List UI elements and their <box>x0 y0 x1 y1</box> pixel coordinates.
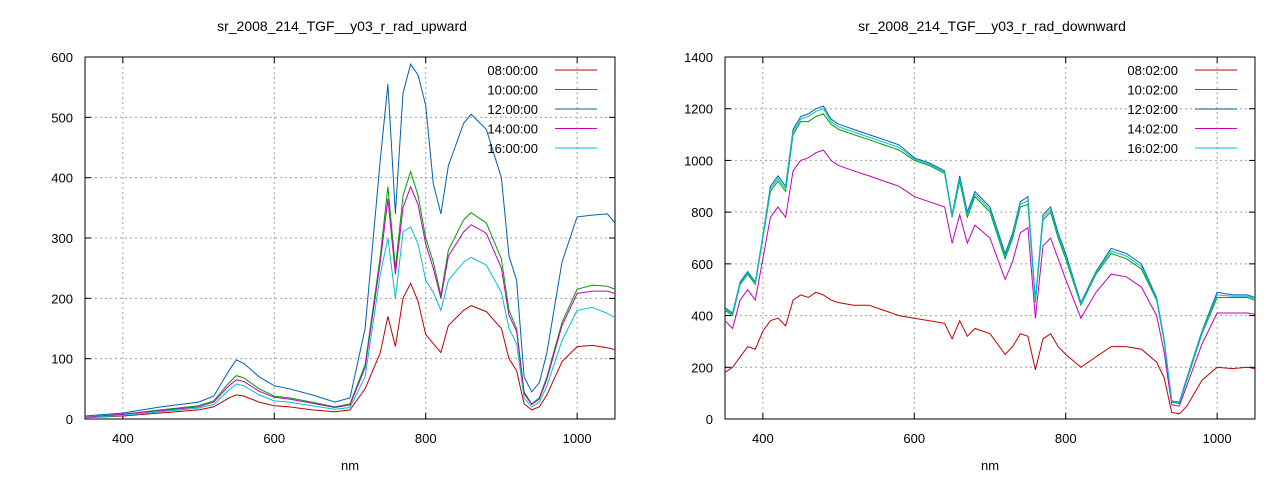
legend-label-4: 14:00:00 <box>487 122 538 137</box>
series-line-3 <box>85 63 615 417</box>
series-line-5 <box>725 108 1255 404</box>
legend-label-1: 08:02:00 <box>1127 63 1178 78</box>
chart-panel-1: sr_2008_214_TGF__y03_r_rad_upward 400 600 8… <box>51 18 616 473</box>
y-tick-label-4: 800 <box>691 205 713 220</box>
series-line-4 <box>725 149 1255 407</box>
y-tick-label-5: 500 <box>51 110 73 125</box>
y-tick-label-2: 400 <box>691 309 713 324</box>
legend-label-4: 14:02:00 <box>1127 122 1178 137</box>
y-tick-label-5: 1000 <box>684 153 713 168</box>
legend-label-5: 16:02:00 <box>1127 141 1178 156</box>
x-tick-label-0: 400 <box>112 431 134 446</box>
y-tick-label-3: 300 <box>51 231 73 246</box>
y-tick-label-7: 1400 <box>684 50 713 65</box>
x-tick-label-1: 600 <box>903 431 925 446</box>
x-tick-label-0: 400 <box>752 431 774 446</box>
chart-panel-2: sr_2008_214_TGF__y03_r_rad_downward 400 60… <box>684 18 1256 473</box>
x-axis-label: nm <box>341 458 359 473</box>
x-tick-label-2: 800 <box>415 431 437 446</box>
series-group <box>725 105 1255 415</box>
y-tick-label-0: 0 <box>66 412 73 427</box>
legend-label-3: 12:02:00 <box>1127 102 1178 117</box>
x-tick-label-1: 600 <box>263 431 285 446</box>
y-tick-label-6: 1200 <box>684 102 713 117</box>
plot-frame <box>724 56 1256 420</box>
chart-title: sr_2008_214_TGF__y03_r_rad_downward <box>858 18 1126 34</box>
chart-title: sr_2008_214_TGF__y03_r_rad_upward <box>217 18 467 34</box>
series-group <box>85 63 615 419</box>
x-axis-label: nm <box>981 458 999 473</box>
x-tick-label-3: 1000 <box>563 431 592 446</box>
y-tick-label-1: 100 <box>51 352 73 367</box>
legend-label-3: 12:00:00 <box>487 102 538 117</box>
legend-label-2: 10:00:00 <box>487 83 538 98</box>
y-tick-label-0: 0 <box>706 412 713 427</box>
legend-label-1: 08:00:00 <box>487 63 538 78</box>
y-tick-label-6: 600 <box>51 50 73 65</box>
series-line-4 <box>85 185 615 418</box>
series-line-2 <box>725 113 1255 405</box>
y-tick-label-3: 600 <box>691 257 713 272</box>
x-tick-label-3: 1000 <box>1203 431 1232 446</box>
series-line-5 <box>85 226 615 419</box>
series-line-1 <box>725 291 1255 415</box>
legend-label-5: 16:00:00 <box>487 141 538 156</box>
y-tick-label-2: 200 <box>51 291 73 306</box>
series-line-2 <box>85 169 615 418</box>
y-tick-label-4: 400 <box>51 171 73 186</box>
legend-label-2: 10:02:00 <box>1127 83 1178 98</box>
y-tick-label-1: 200 <box>691 360 713 375</box>
series-line-1 <box>85 282 615 419</box>
x-tick-label-2: 800 <box>1055 431 1077 446</box>
